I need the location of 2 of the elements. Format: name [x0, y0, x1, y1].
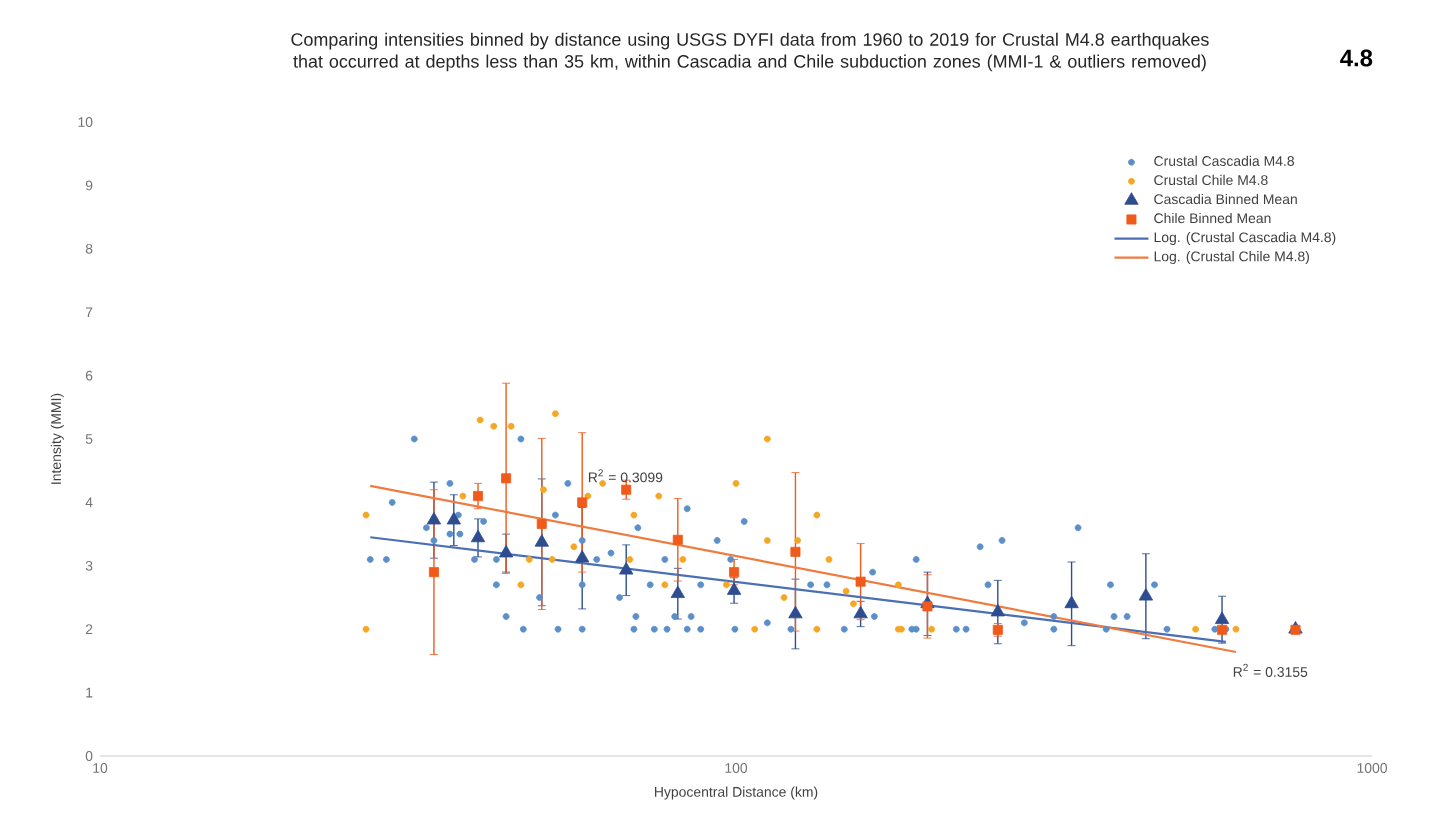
- text: 4.8: [1340, 49, 1373, 67]
- chart-title: Comparing intensities binned by distance using USGS DYFI data from 1960 to 2019 for Crustal M4.8 earthquakes that occurred at depths less than 35 km, within Cascadia and Chile subduction zones (MMI-1 & outliers removed): [291, 32, 1209, 72]
